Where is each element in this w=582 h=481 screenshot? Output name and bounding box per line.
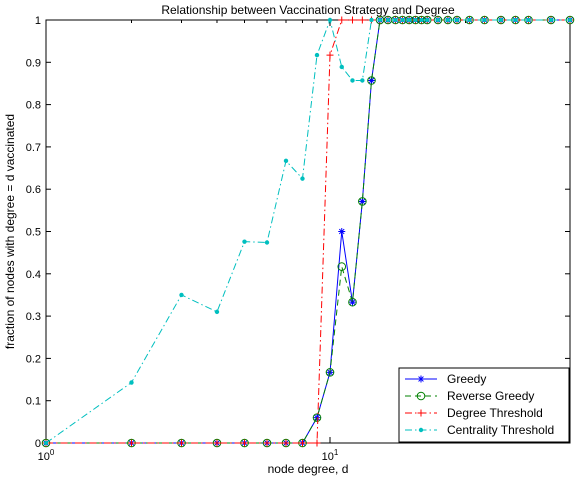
data-point xyxy=(313,439,321,447)
data-point xyxy=(262,438,272,448)
y-tick-label: 0 xyxy=(35,438,41,450)
y-tick-label: 0.6 xyxy=(26,184,41,196)
legend: Greedy Reverse Greedy Degree Threshold Cent… xyxy=(398,367,570,443)
data-point xyxy=(214,309,220,315)
y-tick-label: 0.1 xyxy=(26,396,41,408)
data-point xyxy=(393,17,398,23)
data-point xyxy=(367,76,376,85)
y-tick-label: 0.2 xyxy=(26,353,41,365)
data-point xyxy=(526,17,531,23)
data-point xyxy=(360,78,365,83)
data-point xyxy=(314,52,320,58)
data-point xyxy=(312,413,322,422)
data-point xyxy=(338,228,346,235)
data-point xyxy=(350,78,355,83)
data-point xyxy=(385,17,391,23)
data-point xyxy=(43,440,49,446)
legend-marker xyxy=(417,375,425,383)
legend-entry: Centrality Threshold xyxy=(447,423,554,437)
data-point xyxy=(367,76,375,84)
y-tick-label: 0.7 xyxy=(26,142,41,154)
data-point xyxy=(435,17,441,23)
data-point xyxy=(179,292,184,298)
data-point xyxy=(178,439,185,447)
data-point xyxy=(264,240,270,245)
y-tick-label: 0.9 xyxy=(26,57,41,69)
data-point xyxy=(482,17,487,23)
data-point xyxy=(498,17,504,23)
x-tick-label: 100 xyxy=(38,448,55,463)
data-point xyxy=(513,17,518,23)
data-point xyxy=(467,17,472,23)
data-point xyxy=(348,298,356,306)
data-point xyxy=(358,16,366,24)
legend-entry: Greedy xyxy=(447,372,486,386)
y-tick-label: 0.8 xyxy=(26,100,41,112)
data-point xyxy=(358,197,367,206)
data-point xyxy=(325,368,335,377)
legend-marker xyxy=(418,427,424,433)
data-point xyxy=(358,197,366,205)
data-point xyxy=(567,17,573,23)
y-tick-label: 0.5 xyxy=(26,227,41,239)
data-point xyxy=(348,16,356,24)
legend-entry: Reverse Greedy xyxy=(447,389,534,403)
data-point xyxy=(406,17,412,23)
data-point xyxy=(419,17,424,23)
series-centrality-threshold xyxy=(43,17,573,446)
data-point xyxy=(263,439,271,447)
data-point xyxy=(548,17,554,23)
data-point xyxy=(337,262,347,271)
data-point xyxy=(454,17,460,23)
data-point xyxy=(283,158,289,164)
data-point xyxy=(377,17,383,23)
data-point xyxy=(298,439,306,447)
data-point xyxy=(129,380,134,385)
data-point xyxy=(348,297,357,307)
data-point xyxy=(369,17,374,23)
x-axis-label: node degree, d xyxy=(268,462,349,476)
data-point xyxy=(242,239,247,244)
data-point xyxy=(127,439,135,447)
y-tick-label: 0.3 xyxy=(26,311,41,323)
series-line xyxy=(45,18,570,444)
y-tick-label: 1 xyxy=(35,15,41,27)
data-point xyxy=(445,17,451,23)
data-point xyxy=(326,51,334,59)
data-point xyxy=(339,64,344,70)
legend-marker xyxy=(417,409,425,417)
data-point xyxy=(338,16,346,24)
chart-title: Relationship between Vaccination Strateg… xyxy=(161,3,455,17)
data-point xyxy=(241,439,249,447)
data-point xyxy=(413,17,418,23)
data-point xyxy=(327,17,333,23)
legend-marker xyxy=(416,391,426,401)
data-point xyxy=(213,439,221,447)
data-point xyxy=(300,176,305,181)
legend-entry: Degree Threshold xyxy=(447,406,543,420)
x-tick-label: 101 xyxy=(322,448,339,463)
data-point xyxy=(400,17,405,23)
y-tick-label: 0.4 xyxy=(26,269,41,281)
data-point xyxy=(425,17,430,23)
y-axis-label: fraction of nodes with degree = d vaccin… xyxy=(3,114,17,349)
data-point xyxy=(282,439,290,447)
plot-area: 0 0.1 0.2 0.3 0.4 0.5 0.6 0.7 0.8 0.9 1 100 101 xyxy=(26,15,575,463)
legend-box xyxy=(398,367,570,443)
